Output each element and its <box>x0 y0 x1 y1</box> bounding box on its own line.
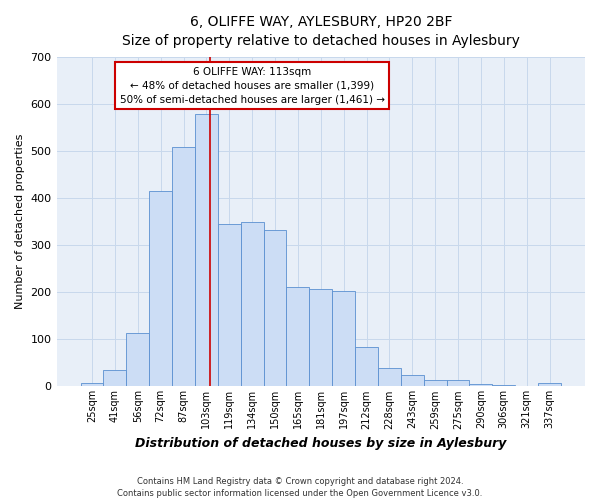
Bar <box>401 374 424 386</box>
Text: Contains HM Land Registry data © Crown copyright and database right 2024.
Contai: Contains HM Land Registry data © Crown c… <box>118 476 482 498</box>
Bar <box>424 380 446 386</box>
Bar <box>286 286 310 386</box>
Bar <box>310 289 332 386</box>
Y-axis label: Number of detached properties: Number of detached properties <box>15 134 25 309</box>
Bar <box>469 384 493 386</box>
Text: 6 OLIFFE WAY: 113sqm
← 48% of detached houses are smaller (1,399)
50% of semi-de: 6 OLIFFE WAY: 113sqm ← 48% of detached h… <box>119 66 385 104</box>
Bar <box>103 370 127 386</box>
Bar <box>127 333 149 386</box>
Bar <box>538 382 561 386</box>
Bar <box>332 291 355 386</box>
Bar <box>195 114 218 386</box>
Title: 6, OLIFFE WAY, AYLESBURY, HP20 2BF
Size of property relative to detached houses : 6, OLIFFE WAY, AYLESBURY, HP20 2BF Size … <box>122 15 520 48</box>
Bar <box>263 230 286 386</box>
Bar <box>446 380 469 386</box>
Bar <box>218 224 241 386</box>
Bar <box>355 348 378 387</box>
Bar <box>378 368 401 386</box>
Bar <box>80 382 103 386</box>
Bar <box>241 222 263 386</box>
Bar <box>149 191 172 386</box>
Bar <box>493 385 515 386</box>
Bar <box>172 147 195 386</box>
X-axis label: Distribution of detached houses by size in Aylesbury: Distribution of detached houses by size … <box>135 437 506 450</box>
